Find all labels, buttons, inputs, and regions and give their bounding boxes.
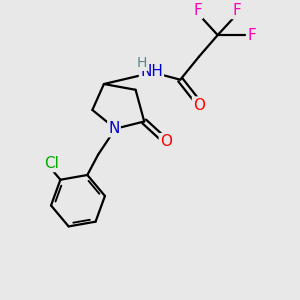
Text: F: F <box>248 28 257 43</box>
Text: F: F <box>193 3 202 18</box>
Text: H: H <box>137 56 147 70</box>
Text: N: N <box>108 121 120 136</box>
Text: F: F <box>232 3 241 18</box>
Text: O: O <box>193 98 205 112</box>
Text: O: O <box>160 134 172 149</box>
Text: Cl: Cl <box>44 156 58 171</box>
Text: NH: NH <box>140 64 163 79</box>
